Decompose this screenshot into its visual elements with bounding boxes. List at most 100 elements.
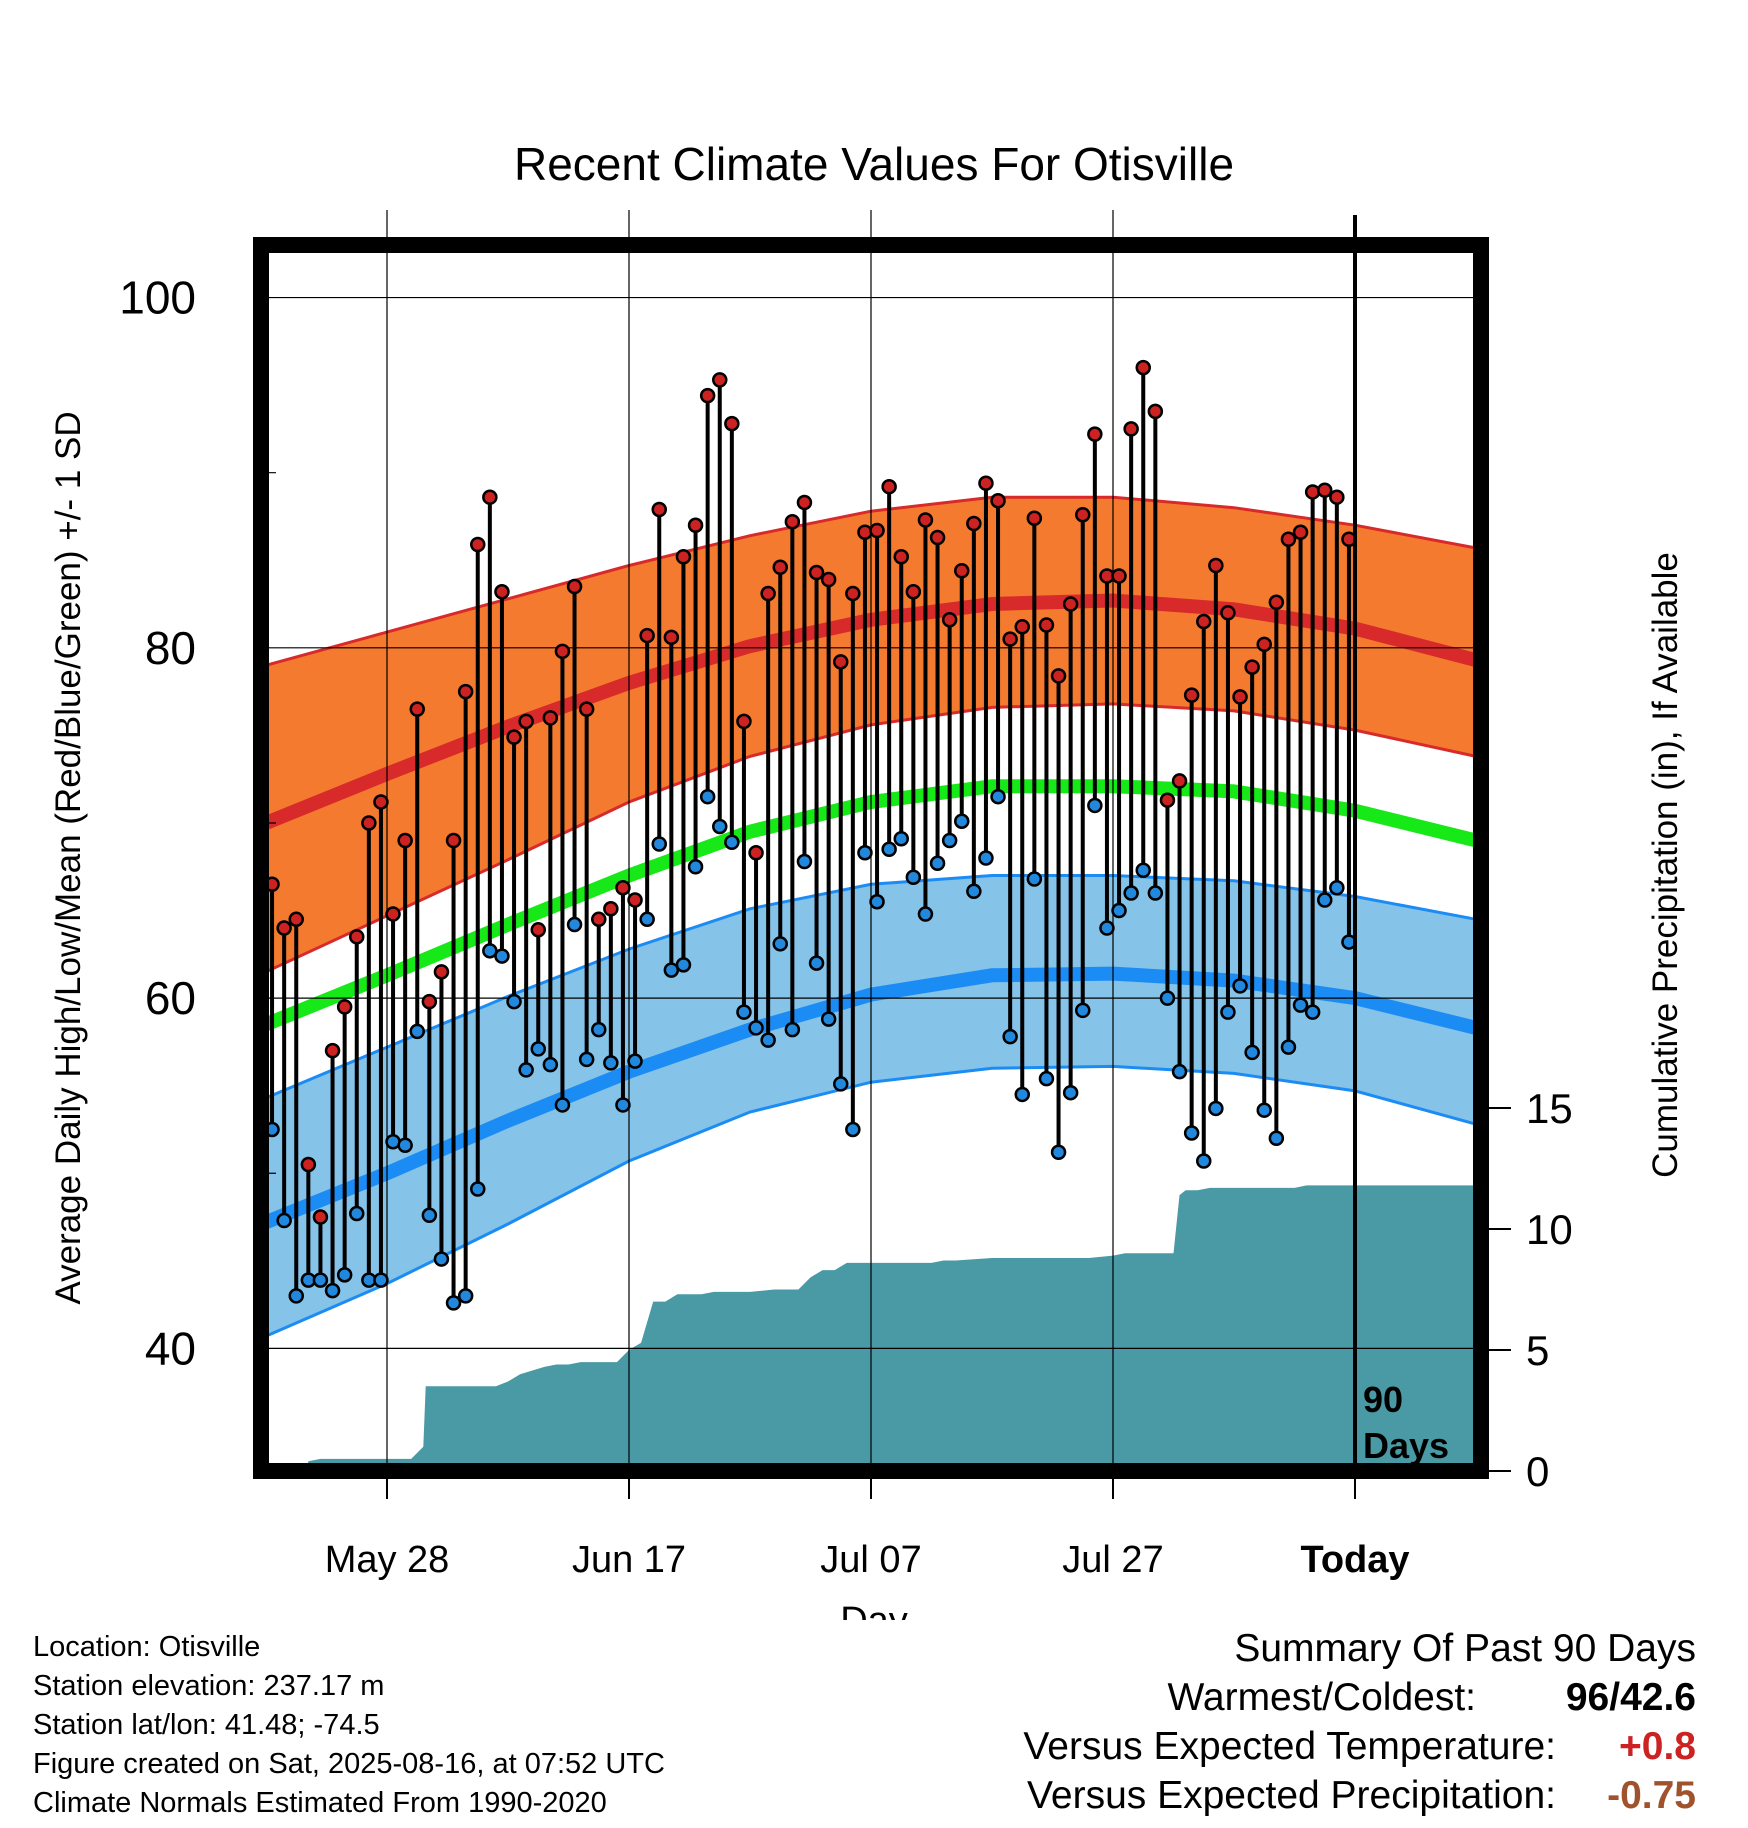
y2-tick-label: 0	[1526, 1448, 1549, 1495]
daily-high-point	[494, 584, 510, 600]
daily-low-point	[1232, 978, 1248, 994]
daily-high-point	[857, 524, 873, 540]
daily-high-point	[373, 794, 389, 810]
daily-high-point	[748, 844, 764, 861]
daily-low-point	[1099, 920, 1115, 936]
daily-low-point	[554, 1097, 571, 1113]
daily-low-point	[1280, 1039, 1297, 1055]
daily-high-point	[881, 478, 897, 495]
chart-title: Recent Climate Values For Otisville	[514, 138, 1234, 190]
daily-low-point	[1135, 862, 1151, 879]
created-text: Figure created on Sat, 2025-08-16, at 07…	[33, 1748, 665, 1780]
x-tick-label: Today	[1300, 1539, 1409, 1581]
daily-high-point	[1062, 596, 1079, 612]
daily-high-point	[712, 372, 728, 388]
daily-high-point	[772, 559, 788, 576]
daily-low-point	[784, 1021, 801, 1038]
summary-heading: Summary Of Past 90 Days	[1234, 1627, 1696, 1670]
daily-low-point	[603, 1055, 619, 1071]
daily-low-point	[530, 1041, 546, 1057]
summary-warmest-row: Warmest/Coldest: 96/42.6	[796, 1673, 1696, 1722]
daily-low-point	[1147, 885, 1164, 901]
daily-low-point	[1329, 880, 1345, 896]
temp-value: +0.8	[1619, 1725, 1696, 1768]
daily-low-point	[457, 1288, 474, 1304]
daily-high-point	[627, 892, 643, 908]
daily-low-point	[845, 1121, 861, 1138]
daily-low-point	[760, 1032, 776, 1048]
low-sd-band	[266, 875, 1476, 1337]
daily-high-point	[1329, 489, 1345, 505]
elevation-text: Station elevation: 237.17 m	[33, 1670, 385, 1702]
daily-high-point	[941, 612, 958, 628]
daily-high-point	[385, 906, 401, 922]
daily-high-point	[530, 922, 546, 938]
y2-tick-label: 15	[1526, 1085, 1573, 1132]
precip-label: Versus Expected Precipitation:	[1027, 1774, 1556, 1817]
daily-low-point	[857, 844, 873, 861]
daily-high-point	[312, 1209, 329, 1225]
daily-high-point	[1256, 636, 1272, 653]
daily-high-point	[978, 475, 994, 491]
daily-low-point	[494, 948, 510, 964]
location-text: Location: Otisville	[33, 1631, 261, 1663]
daily-high-point	[954, 563, 970, 579]
x-tick-label: May 28	[325, 1539, 450, 1581]
daily-low-point	[1317, 892, 1333, 908]
daily-high-point	[1196, 613, 1212, 630]
daily-low-point	[1268, 1130, 1285, 1146]
daily-high-point	[808, 564, 825, 581]
daily-high-point	[1123, 421, 1139, 437]
daily-low-point	[421, 1207, 438, 1224]
y2-axis-label: Cumulative Precipitation (in), If Availa…	[1646, 552, 1685, 1178]
daily-low-point	[1292, 997, 1309, 1013]
daily-low-point	[578, 1051, 595, 1068]
temp-label: Versus Expected Temperature:	[1023, 1725, 1556, 1768]
daily-high-point	[1038, 617, 1055, 633]
daily-low-point	[941, 832, 958, 849]
daily-low-point	[893, 830, 909, 847]
slash: /	[1609, 1676, 1621, 1719]
daily-high-point	[833, 654, 849, 670]
daily-high-point	[966, 515, 982, 532]
daily-low-point	[506, 993, 522, 1010]
daily-high-point	[445, 832, 462, 849]
daily-high-point	[1014, 619, 1030, 635]
daily-high-point	[615, 880, 631, 896]
daily-high-point	[651, 501, 667, 518]
warmest-label: Warmest/Coldest:	[1167, 1676, 1476, 1719]
daily-low-point	[1220, 1004, 1236, 1020]
normals-text: Climate Normals Estimated From 1990-2020	[33, 1787, 607, 1819]
daily-low-point	[675, 957, 692, 973]
precip-value: -0.75	[1607, 1774, 1696, 1817]
daily-high-point	[796, 494, 813, 511]
daily-high-point	[578, 701, 595, 717]
plot-frame	[253, 237, 1489, 1479]
daily-low-point	[1256, 1102, 1272, 1118]
daily-high-point	[1075, 506, 1091, 523]
daily-high-point	[542, 710, 559, 726]
daily-low-point	[445, 1295, 462, 1311]
daily-high-point	[1317, 482, 1333, 498]
daily-low-point	[518, 1062, 534, 1078]
daily-low-point	[1038, 1070, 1055, 1087]
daily-low-point	[712, 818, 728, 835]
daily-low-point	[772, 936, 788, 952]
daily-high-point	[784, 513, 801, 530]
daily-high-point	[457, 683, 474, 700]
y-tick-label: 100	[119, 272, 196, 324]
warmest-coldest-value: 96/42.6	[1476, 1673, 1696, 1722]
daily-high-point	[1087, 426, 1103, 442]
latlon-text: Station lat/lon: 41.48; -74.5	[33, 1709, 380, 1741]
daily-high-point	[1220, 605, 1236, 621]
daily-low-point	[833, 1076, 849, 1092]
daily-high-point	[518, 713, 534, 730]
daily-high-point	[1026, 510, 1043, 526]
x-axis-label: Day	[840, 1600, 908, 1620]
x-tick-label: Jul 27	[1062, 1539, 1163, 1581]
daily-low-point	[820, 1011, 837, 1027]
daily-high-point	[1050, 668, 1067, 684]
daily-high-point	[1002, 631, 1018, 647]
y-axis-label: Average Daily High/Low/Mean (Red/Blue/Gr…	[49, 411, 88, 1304]
daily-low-point	[881, 841, 897, 857]
